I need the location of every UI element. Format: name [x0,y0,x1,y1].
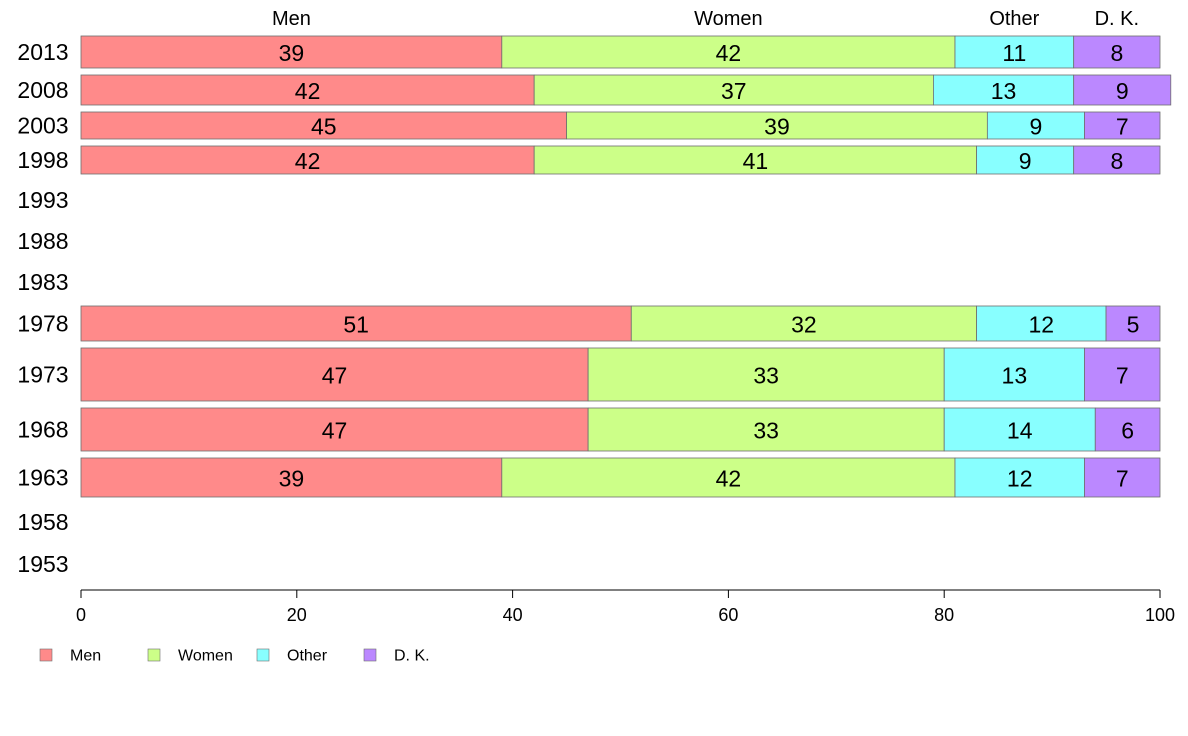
bar-1978-d-k [1105,305,1161,342]
value-label-1968-women: 33 [753,418,779,444]
bar-1973-d-k [1084,347,1161,402]
bar-1973-other [943,347,1085,402]
header-label-men: Men [272,8,311,30]
year-label-1988: 1988 [17,228,68,254]
year-label-1953: 1953 [17,551,68,577]
value-label-1963-women: 42 [716,466,742,492]
value-label-2003-men: 45 [311,114,337,140]
x-tick-label-60: 60 [718,605,738,625]
value-label-1973-women: 33 [753,363,779,389]
x-tick-label-20: 20 [287,605,307,625]
value-label-2003-d-k: 7 [1116,114,1129,140]
bar-1998-d-k [1073,145,1161,175]
bar-1973-women [587,347,945,402]
value-label-2003-women: 39 [764,114,790,140]
bar-2003-d-k [1084,111,1161,140]
legend-label-women: Women [178,648,233,665]
x-tick-label-80: 80 [934,605,954,625]
bars-area: 39 42 11 8 42 37 13 9 45 39 9 7 42 41 9 8 51 32 12 5 47 33 13 7… [80,35,1172,498]
legend-swatch-men [39,648,53,662]
bar-1968-d-k [1094,407,1161,452]
value-label-1978-women: 32 [791,312,817,338]
year-axis: 2013 2008 2003 1998 1993 1988 1983 1978 1973 1968… [17,39,68,577]
value-label-1968-d-k: 6 [1121,418,1134,444]
bar-1968-men [80,407,589,452]
year-label-1958: 1958 [17,509,68,535]
bar-1978-women [630,305,977,342]
year-label-1968: 1968 [17,417,68,443]
value-label-1998-d-k: 8 [1110,148,1123,174]
bar-1973-men [80,347,589,402]
year-label-2013: 2013 [17,39,68,65]
year-label-1983: 1983 [17,269,68,295]
year-label-2003: 2003 [17,113,68,139]
value-label-1973-men: 47 [322,363,348,389]
bar-2013-other [954,35,1075,69]
value-label-1973-other: 13 [1002,363,1028,389]
legend-swatch-other [256,648,270,662]
year-label-1993: 1993 [17,187,68,213]
value-label-1963-other: 12 [1007,466,1033,492]
value-label-1963-d-k: 7 [1116,466,1129,492]
year-label-1973: 1973 [17,362,68,388]
legend: Men Women Other D. K. [39,648,430,665]
bar-2003-women [566,111,988,140]
value-label-2013-men: 39 [279,40,305,66]
legend-swatch-d-k [363,648,377,662]
header-label-d-k: D. K. [1095,8,1139,30]
value-label-1978-d-k: 5 [1127,312,1140,338]
x-tick-label-100: 100 [1145,605,1175,625]
bar-2008-women [533,74,934,106]
year-label-2008: 2008 [17,77,68,103]
value-label-1978-other: 12 [1029,312,1055,338]
year-label-1998: 1998 [17,147,68,173]
value-label-2013-other: 11 [1002,40,1026,66]
value-label-1978-men: 51 [343,312,369,338]
legend-label-d-k: D. K. [394,648,430,665]
bar-1963-other [954,457,1085,498]
legend-label-men: Men [70,648,101,665]
year-label-1963: 1963 [17,465,68,491]
header-label-women: Women [694,8,763,30]
x-tick-label-0: 0 [76,605,86,625]
value-label-2003-other: 9 [1030,114,1043,140]
header-label-other: Other [989,8,1039,30]
year-label-1978: 1978 [17,311,68,337]
bar-2008-men [80,74,535,106]
bar-1978-men [80,305,632,342]
bar-1978-other [976,305,1107,342]
category-header: Men Women Other D. K. [272,8,1139,30]
bar-1968-other [943,407,1096,452]
value-label-2008-other: 13 [991,78,1017,104]
value-label-2008-d-k: 9 [1116,78,1129,104]
value-label-1968-other: 14 [1007,418,1033,444]
bar-1998-men [80,145,535,175]
value-label-2013-women: 42 [716,40,742,66]
bar-2013-d-k [1073,35,1161,69]
legend-swatch-women [147,648,161,662]
legend-label-other: Other [287,648,328,665]
value-label-1998-other: 9 [1019,148,1032,174]
value-label-1963-men: 39 [279,466,305,492]
bar-2013-men [80,35,503,69]
x-axis: 0 20 40 60 80 100 [76,589,1175,625]
value-label-1973-d-k: 7 [1116,363,1129,389]
bar-1963-d-k [1084,457,1161,498]
bar-2013-women [501,35,956,69]
value-label-1998-women: 41 [743,148,769,174]
bar-2008-other [933,74,1075,106]
bar-1963-men [80,457,503,498]
bar-1998-women [533,145,977,175]
bar-2003-men [80,111,567,140]
value-label-1998-men: 42 [295,148,321,174]
value-label-2008-women: 37 [721,78,747,104]
value-label-2008-men: 42 [295,78,321,104]
value-label-1968-men: 47 [322,418,348,444]
value-label-2013-d-k: 8 [1110,40,1123,66]
x-tick-label-40: 40 [503,605,523,625]
bar-2008-d-k [1073,74,1172,106]
